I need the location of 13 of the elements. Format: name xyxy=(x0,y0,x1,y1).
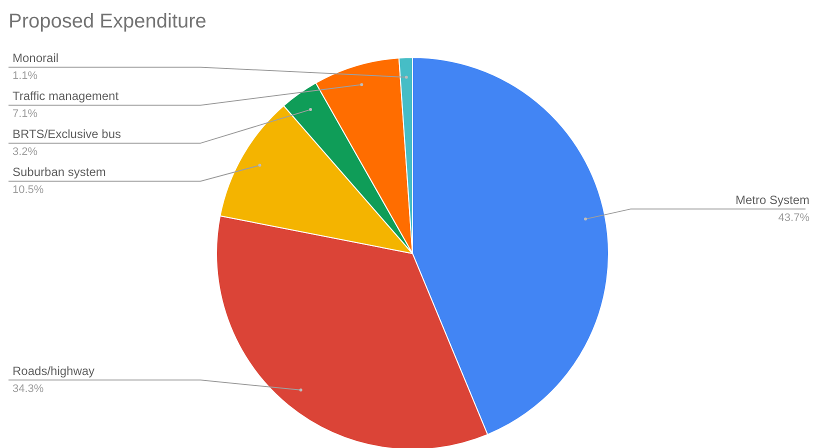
data-label: 1.1% xyxy=(12,70,38,82)
slice-label: Metro System xyxy=(735,193,810,208)
slice-label: BRTS/Exclusive bus xyxy=(12,127,121,142)
slice-label: Suburban system xyxy=(12,165,106,180)
slice-label: Roads/highway xyxy=(12,364,95,378)
data-label: 3.2% xyxy=(12,146,38,158)
chart-title: Proposed Expenditure xyxy=(8,10,206,32)
data-label: 43.7% xyxy=(778,212,810,224)
slice-label: Monorail xyxy=(12,51,59,66)
data-label: 34.3% xyxy=(12,383,44,396)
slice-label: Traffic management xyxy=(12,89,120,104)
data-label: 7.1% xyxy=(12,108,38,120)
data-label: 10.5% xyxy=(12,184,44,196)
